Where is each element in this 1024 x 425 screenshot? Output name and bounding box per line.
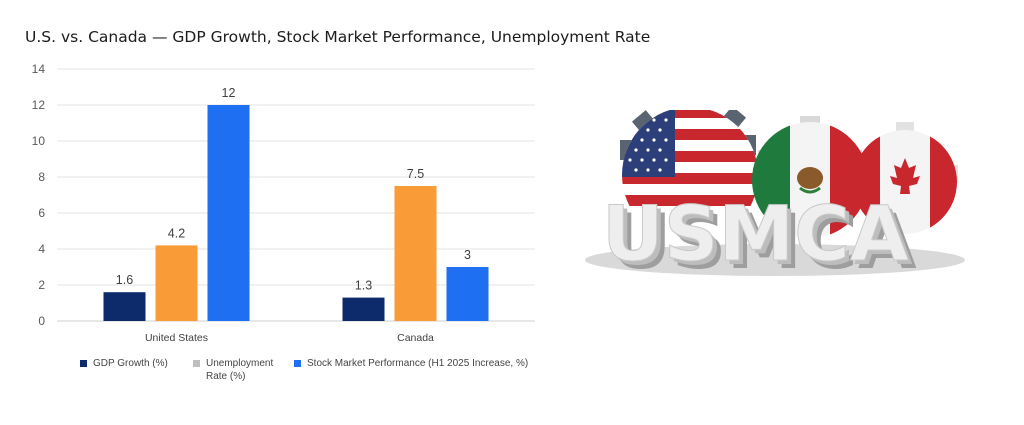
legend-item-unemployment-rate: Unemployment Rate (%) xyxy=(193,357,273,383)
legend-swatch-gdp-growth xyxy=(80,360,87,367)
chart-title: U.S. vs. Canada — GDP Growth, Stock Mark… xyxy=(25,28,651,46)
bar xyxy=(342,297,385,321)
bar xyxy=(103,292,146,321)
y-tick-label: 2 xyxy=(38,278,45,292)
legend-label-stock-market-performance: Stock Market Performance (H1 2025 Increa… xyxy=(307,358,529,369)
y-tick-label: 14 xyxy=(32,62,46,76)
x-tick-label: United States xyxy=(145,332,208,344)
canada-flag-gear xyxy=(853,122,958,234)
logo-shadow xyxy=(585,244,965,276)
y-tick-label: 10 xyxy=(32,134,46,148)
data-label: 1.3 xyxy=(355,279,372,293)
y-tick-label: 8 xyxy=(38,170,45,184)
legend-label-gdp-growth: GDP Growth (%) xyxy=(93,358,168,369)
svg-text:USMCA: USMCA xyxy=(602,189,909,278)
y-tick-label: 6 xyxy=(38,206,45,220)
bar xyxy=(155,245,198,321)
legend-swatch-stock-market-performance xyxy=(294,360,301,367)
bar xyxy=(207,105,250,321)
legend-item-stock-market-performance: Stock Market Performance (H1 2025 Increa… xyxy=(294,357,528,370)
chart-legend: GDP Growth (%) Unemployment Rate (%) Sto… xyxy=(0,357,1024,397)
legend-swatch-unemployment-rate xyxy=(193,360,200,367)
bar xyxy=(394,186,437,321)
bar-chart: 0 2 4 6 8 10 12 14 1.6 4.2 12 United States 1.3 7.5 3 C… xyxy=(32,62,535,344)
y-tick-label: 0 xyxy=(38,314,45,328)
y-tick-label: 4 xyxy=(38,242,45,256)
y-tick-label: 12 xyxy=(32,98,46,112)
bar xyxy=(446,267,489,321)
data-label: 4.2 xyxy=(168,226,185,240)
svg-text:USMCA: USMCA xyxy=(610,197,917,280)
legend-label-unemployment-rate: Unemployment Rate (%) xyxy=(206,358,274,382)
x-tick-label: Canada xyxy=(397,332,434,344)
usmca-lettering: USMCA USMCA USMCA xyxy=(602,189,917,281)
svg-text:USMCA: USMCA xyxy=(606,193,913,280)
data-label: 1.6 xyxy=(116,273,133,287)
legend-item-gdp-growth: GDP Growth (%) xyxy=(80,357,168,370)
usmca-logo: USMCA USMCA USMCA xyxy=(585,110,965,281)
data-label: 7.5 xyxy=(407,167,424,181)
data-label: 3 xyxy=(464,248,471,262)
data-label: 12 xyxy=(222,86,236,100)
